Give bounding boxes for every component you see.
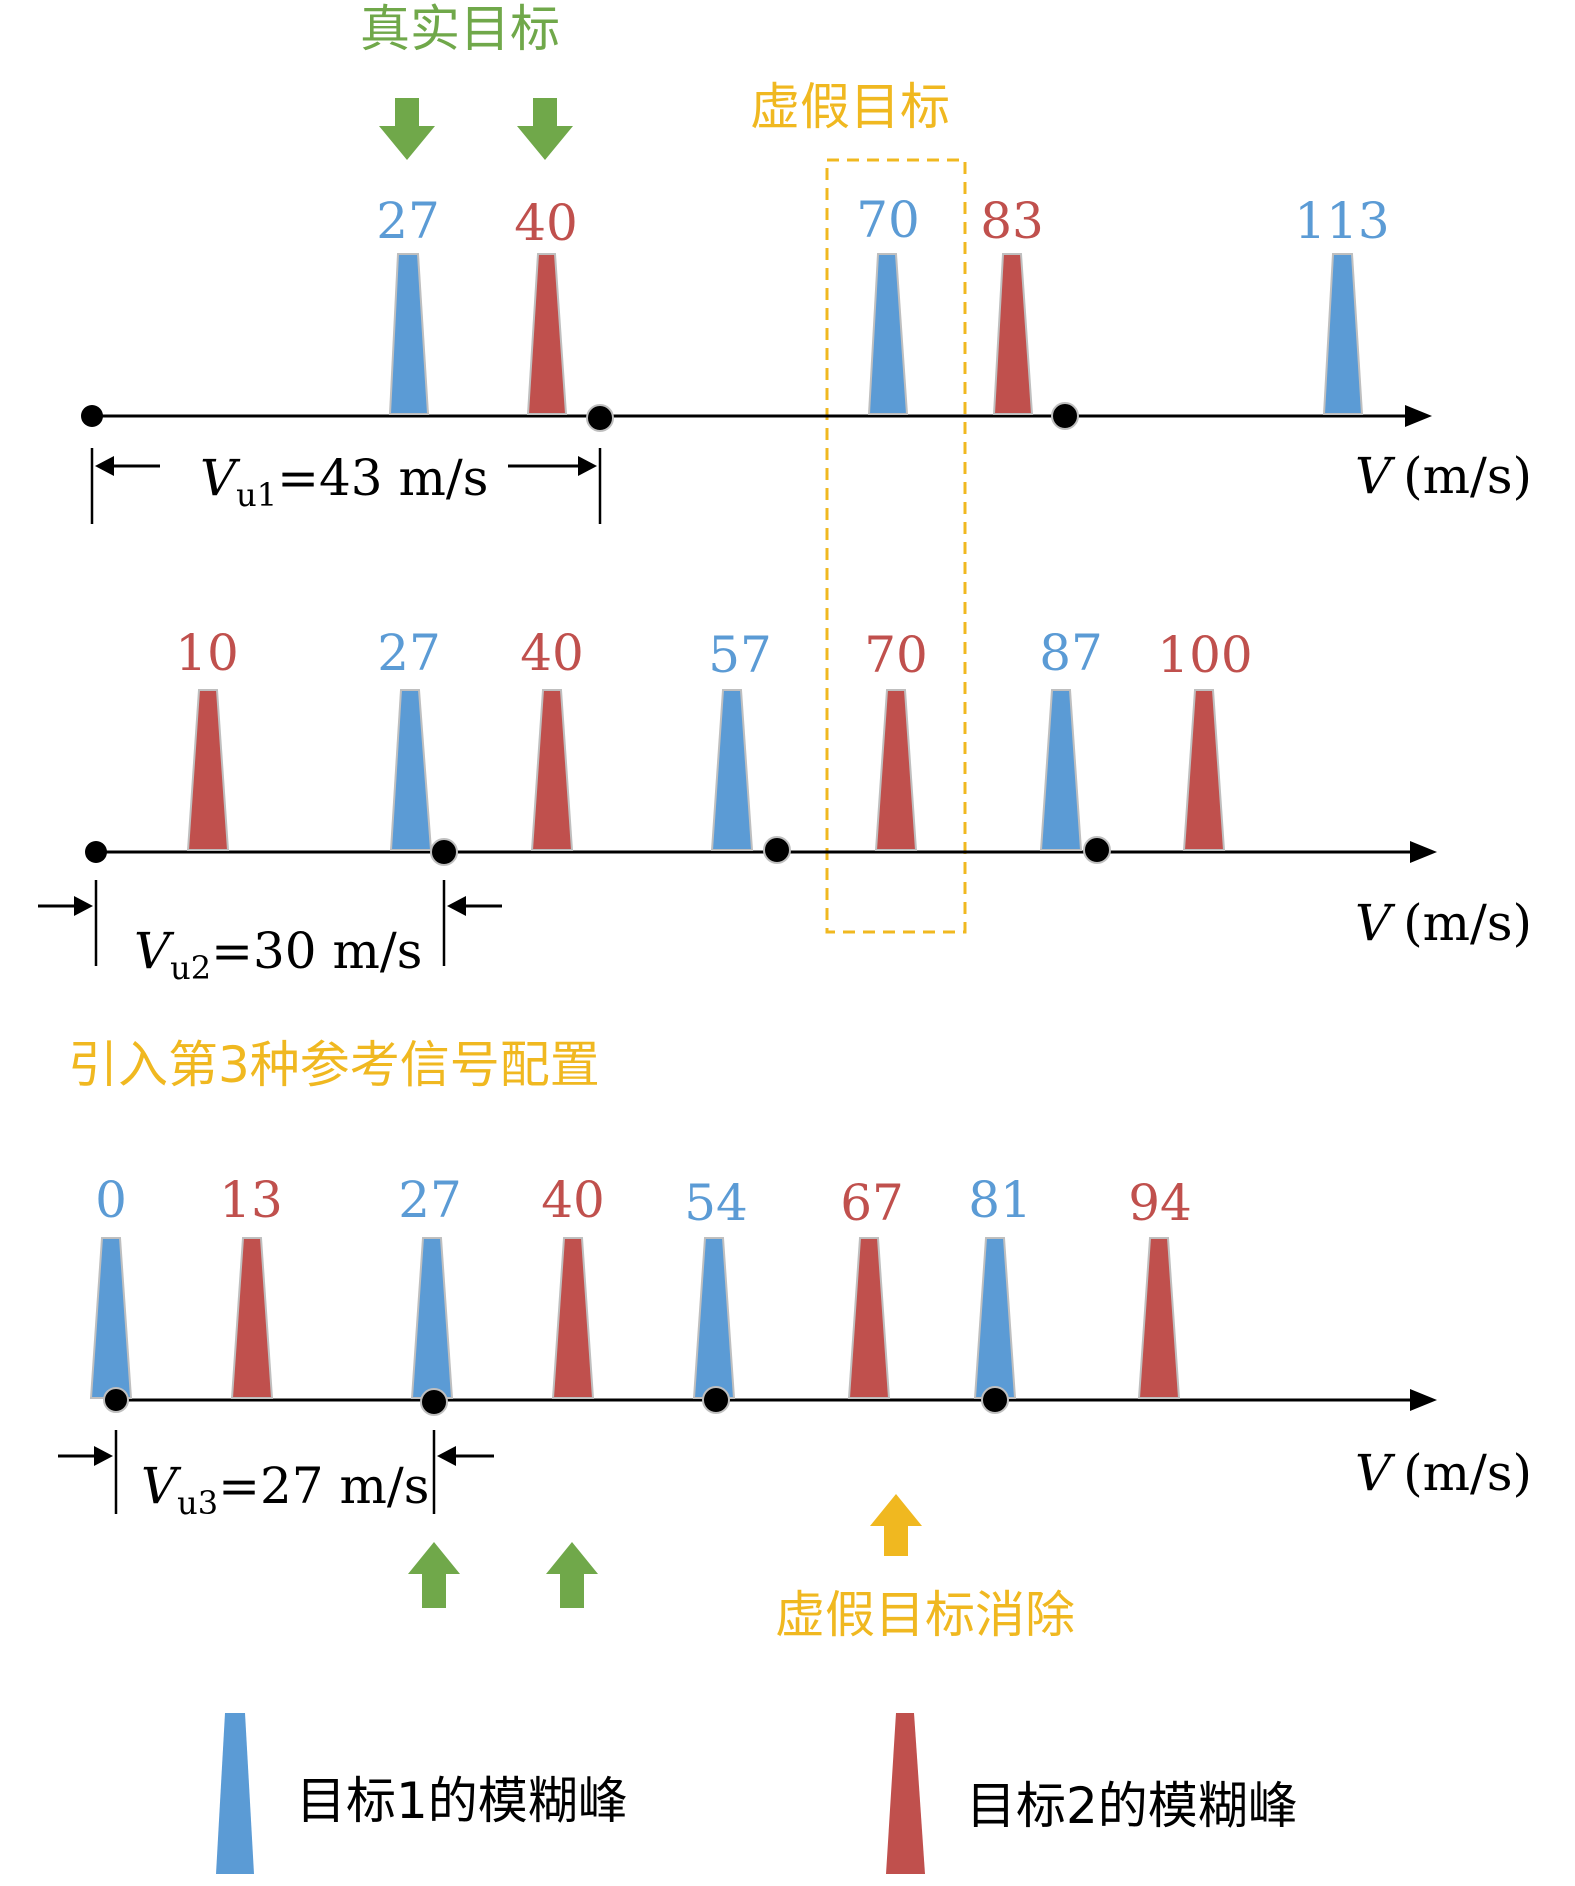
peak-label: 40	[514, 194, 578, 252]
arrowhead-right	[447, 896, 466, 916]
peak-label: 13	[219, 1171, 283, 1229]
interval-label: Vu2=30 m/s	[134, 922, 422, 987]
peak-label: 100	[1157, 626, 1252, 684]
row-3: 0 13 27 40 54 67 81 94 Vu3=27 m/s V (m/s)	[58, 1171, 1532, 1522]
arrowhead-left	[94, 1446, 113, 1466]
row-2: 10 27 40 57 70 87 100 Vu2=30 m/s V (m/s)	[38, 624, 1532, 987]
arrowhead-right	[437, 1446, 456, 1466]
peak-target2	[530, 689, 574, 851]
third-config-label: 引入第3种参考信号配置	[68, 1036, 600, 1094]
peak-label: 27	[376, 192, 440, 250]
peak-label: 70	[864, 626, 928, 684]
true-target-up-arrow-2	[546, 1542, 598, 1608]
period-marker	[420, 1388, 448, 1416]
peak-label: 81	[968, 1171, 1032, 1229]
arrowhead-left	[95, 456, 114, 476]
peak-label: 10	[175, 624, 239, 682]
peak-label: 94	[1128, 1174, 1192, 1232]
period-marker	[702, 1386, 730, 1414]
peak-target2	[551, 1237, 595, 1399]
period-marker	[763, 836, 791, 864]
peak-label: 57	[708, 626, 772, 684]
peak-target1	[867, 253, 909, 415]
peak-label: 54	[684, 1174, 748, 1232]
true-target-arrow-2	[517, 98, 573, 160]
legend-swatch-target2	[886, 1713, 925, 1874]
axis-label: V (m/s)	[1355, 894, 1532, 952]
legend-label-target1: 目标1的模糊峰	[296, 1772, 628, 1830]
peak-target2	[526, 253, 568, 415]
legend-swatch-target1	[216, 1713, 254, 1874]
row-1: 27 40 70 83 113 Vu1=43 m/s V (m/s)	[81, 191, 1532, 524]
peak-label: 113	[1294, 192, 1389, 250]
period-marker	[1051, 402, 1079, 430]
axis-label: V (m/s)	[1355, 447, 1532, 505]
peak-target1	[89, 1237, 133, 1399]
peak-target1	[389, 689, 433, 851]
peak-label: 83	[980, 192, 1044, 250]
false-target-removed-arrow	[870, 1494, 922, 1556]
axis-arrowhead	[1410, 1389, 1437, 1411]
peak-target2	[230, 1237, 274, 1399]
peak-target1	[410, 1237, 454, 1399]
peak-target1	[1039, 689, 1083, 851]
axis-arrowhead	[1410, 841, 1437, 863]
peak-target2	[874, 689, 918, 851]
false-target-box	[825, 158, 967, 934]
true-target-arrow-1	[379, 98, 435, 160]
arrowhead-right	[578, 456, 597, 476]
legend-label-target2: 目标2的模糊峰	[966, 1777, 1298, 1835]
period-marker	[1083, 836, 1111, 864]
axis-label: V (m/s)	[1355, 1444, 1532, 1502]
period-marker	[586, 404, 614, 432]
false-target-label: 虚假目标	[750, 78, 950, 136]
peak-target1	[710, 689, 754, 851]
peak-target2	[1182, 689, 1226, 851]
period-marker	[430, 838, 458, 866]
interval-label: Vu1=43 m/s	[200, 449, 488, 514]
period-marker	[81, 405, 103, 427]
peak-label: 87	[1039, 624, 1103, 682]
axis-arrowhead	[1405, 405, 1432, 427]
true-target-up-arrow-1	[408, 1542, 460, 1608]
peak-label: 40	[541, 1171, 605, 1229]
peak-target2	[1137, 1237, 1181, 1399]
peak-target1	[692, 1237, 736, 1399]
arrowhead-left	[74, 896, 93, 916]
legend: 目标1的模糊峰 目标2的模糊峰	[216, 1713, 1298, 1874]
peak-label: 0	[95, 1171, 127, 1229]
true-target-label: 真实目标	[360, 0, 560, 58]
peak-target2	[847, 1237, 891, 1399]
peak-target1	[388, 253, 430, 415]
peak-label: 67	[840, 1174, 904, 1232]
peak-label: 27	[398, 1171, 462, 1229]
peak-target2	[992, 253, 1034, 415]
false-target-removed-label: 虚假目标消除	[775, 1586, 1075, 1644]
peak-label: 40	[520, 624, 584, 682]
peak-target1	[973, 1237, 1017, 1399]
period-marker	[981, 1386, 1009, 1414]
period-marker	[85, 841, 107, 863]
peak-target2	[186, 689, 230, 851]
interval-label: Vu3=27 m/s	[141, 1457, 429, 1522]
period-marker	[103, 1387, 129, 1413]
peak-label: 70	[856, 191, 920, 249]
peak-label: 27	[377, 624, 441, 682]
peak-target1	[1322, 253, 1364, 415]
